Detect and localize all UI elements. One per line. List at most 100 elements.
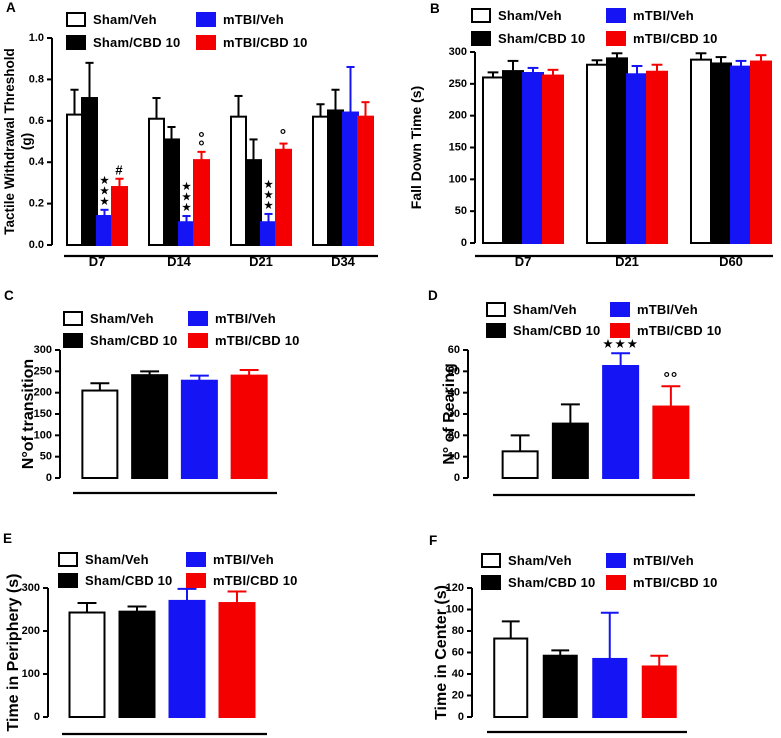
bar-sham-veh <box>501 450 539 479</box>
chart-canvas: 0.0 0.2 0.4 0.6 0.8 1.0 Tactile Withdrawal Thr… <box>0 0 390 285</box>
bar-mtbi-veh-d34 <box>342 111 359 246</box>
legend-swatch-sham-cbd-10 <box>481 575 501 590</box>
legend-item-sham-veh: Sham/Veh <box>58 552 149 567</box>
y-tick-label: 100 <box>449 173 467 185</box>
legend-label: mTBI/CBD 10 <box>633 575 718 590</box>
y-tick-label: 250 <box>34 365 52 377</box>
panel-letter: F <box>429 533 438 548</box>
legend-swatch-mtbi-cbd-10 <box>196 35 216 50</box>
legend-label: Sham/CBD 10 <box>93 35 181 50</box>
legend-swatch-sham-veh <box>63 311 83 326</box>
bar-mtbi-veh <box>168 599 206 718</box>
bar-mtbi-cbd-10-d60 <box>750 60 772 244</box>
y-tick-label: 80 <box>452 625 464 637</box>
y-tick-label: 250 <box>449 78 467 90</box>
legend-label: mTBI/CBD 10 <box>637 323 722 338</box>
legend-label: Sham/Veh <box>508 553 572 568</box>
x-category-label: D34 <box>331 254 356 269</box>
legend-label: Sham/CBD 10 <box>513 323 601 338</box>
legend-item-sham-cbd-10: Sham/CBD 10 <box>481 575 595 590</box>
panel-a-chart: 0.0 0.2 0.4 0.6 0.8 1.0 Tactile Withdrawal Thr… <box>2 32 378 269</box>
y-tick-label: 300 <box>22 582 40 594</box>
bar-mtbi-veh <box>592 657 628 718</box>
legend-item-sham-cbd-10: Sham/CBD 10 <box>486 323 600 338</box>
bar-mtbi-cbd-10 <box>230 374 268 479</box>
y-tick-label: 0.2 <box>29 198 44 210</box>
legend-swatch-mtbi-veh <box>610 302 630 317</box>
bar-sham-cbd-10-d7 <box>81 97 98 246</box>
legend-swatch-sham-veh <box>58 552 78 567</box>
legend-label: mTBI/Veh <box>223 12 284 27</box>
x-category-label: D7 <box>89 254 106 269</box>
significance-marker: ★ <box>181 202 191 214</box>
bar-sham-veh <box>493 637 529 718</box>
legend-swatch-sham-cbd-10 <box>66 35 86 50</box>
y-axis-title: N° of Rearing <box>441 363 458 465</box>
panel-letter: B <box>430 1 440 16</box>
legend-item-sham-cbd-10: Sham/CBD 10 <box>58 573 172 588</box>
panel-letter: E <box>3 531 13 546</box>
bar-mtbi-veh-d21 <box>260 221 277 246</box>
bar-sham-veh-d7 <box>482 76 504 245</box>
bar-sham-cbd-10 <box>131 374 169 479</box>
panel-letter: D <box>428 288 438 303</box>
significance-marker: # <box>115 162 123 177</box>
significance-marker: ★ <box>263 179 273 191</box>
legend-swatch-mtbi-cbd-10 <box>188 333 208 348</box>
legend-item-sham-veh: Sham/Veh <box>486 302 577 317</box>
y-tick-label: 100 <box>22 668 40 680</box>
bar-mtbi-cbd-10-d21 <box>275 148 292 246</box>
significance-marker: ★ <box>181 192 191 204</box>
significance-marker: ★★★ <box>602 337 639 351</box>
legend-swatch-mtbi-veh <box>196 12 216 27</box>
y-tick-label: 10 <box>448 451 460 463</box>
y-axis-title: Tactile Withdrawal Threshold <box>2 48 17 234</box>
bar-mtbi-cbd-10-d7 <box>542 74 564 244</box>
panel-b: B Sham/Veh Sham/CBD 10 mTBI/Veh mTBI/CBD 10… <box>390 0 781 280</box>
bar-sham-cbd-10 <box>118 610 156 718</box>
bar-mtbi-cbd-10 <box>218 602 256 718</box>
panel-f: F Sham/Veh Sham/CBD 10 mTBI/Veh mTBI/CBD 10… <box>390 520 781 738</box>
bar-mtbi-veh-d7 <box>522 72 544 245</box>
bar-sham-cbd-10-d21 <box>245 159 262 247</box>
y-tick-label: 50 <box>448 365 460 377</box>
significance-marker: ° <box>198 138 204 155</box>
y-tick-label: 300 <box>449 46 467 58</box>
legend-swatch-sham-veh <box>66 12 86 27</box>
legend-item-mtbi-veh: mTBI/Veh <box>196 12 284 27</box>
significance-marker: ★ <box>99 185 109 197</box>
bar-mtbi-cbd-10-d21 <box>646 70 668 244</box>
y-tick-label: 0 <box>454 472 460 484</box>
legend-swatch-sham-veh <box>481 553 501 568</box>
bar-sham-veh-d21 <box>230 115 247 246</box>
legend-item-mtbi-veh: mTBI/Veh <box>610 302 698 317</box>
chart-canvas: 0 20 40 60 80 100 120 Time in Center (s) <box>390 520 781 738</box>
legend-label: mTBI/Veh <box>633 8 694 23</box>
panel-d-chart: 0 10 20 30 40 50 60 N° of Rearing ★★★ °° <box>441 337 695 497</box>
y-tick-label: 20 <box>452 690 464 702</box>
chart-canvas: 0 50 100 150 200 250 300 N°of transition <box>0 280 390 525</box>
legend-swatch-sham-veh <box>486 302 506 317</box>
legend-swatch-mtbi-cbd-10 <box>606 31 626 46</box>
legend-label: Sham/CBD 10 <box>508 575 596 590</box>
chart-canvas: 0 10 20 30 40 50 60 N° of Rearing ★★★ °° <box>390 280 781 525</box>
legend-label: Sham/CBD 10 <box>90 333 178 348</box>
y-tick-label: 200 <box>34 387 52 399</box>
y-tick-label: 20 <box>448 429 460 441</box>
y-tick-label: 0 <box>34 711 40 723</box>
x-category-label: D21 <box>249 254 273 269</box>
y-tick-label: 50 <box>455 205 467 217</box>
bar-mtbi-cbd-10 <box>641 665 677 719</box>
bar-mtbi-veh-d14 <box>178 221 195 246</box>
legend-swatch-mtbi-veh <box>606 8 626 23</box>
x-category-label: D60 <box>719 254 743 269</box>
bar-mtbi-cbd-10-d14 <box>193 159 210 247</box>
y-tick-label: 120 <box>446 582 464 594</box>
legend-swatch-mtbi-cbd-10 <box>186 573 206 588</box>
legend-item-mtbi-cbd-10: mTBI/CBD 10 <box>606 31 718 46</box>
legend-swatch-sham-cbd-10 <box>471 31 491 46</box>
legend-item-mtbi-cbd-10: mTBI/CBD 10 <box>606 575 718 590</box>
y-tick-label: 40 <box>452 668 464 680</box>
